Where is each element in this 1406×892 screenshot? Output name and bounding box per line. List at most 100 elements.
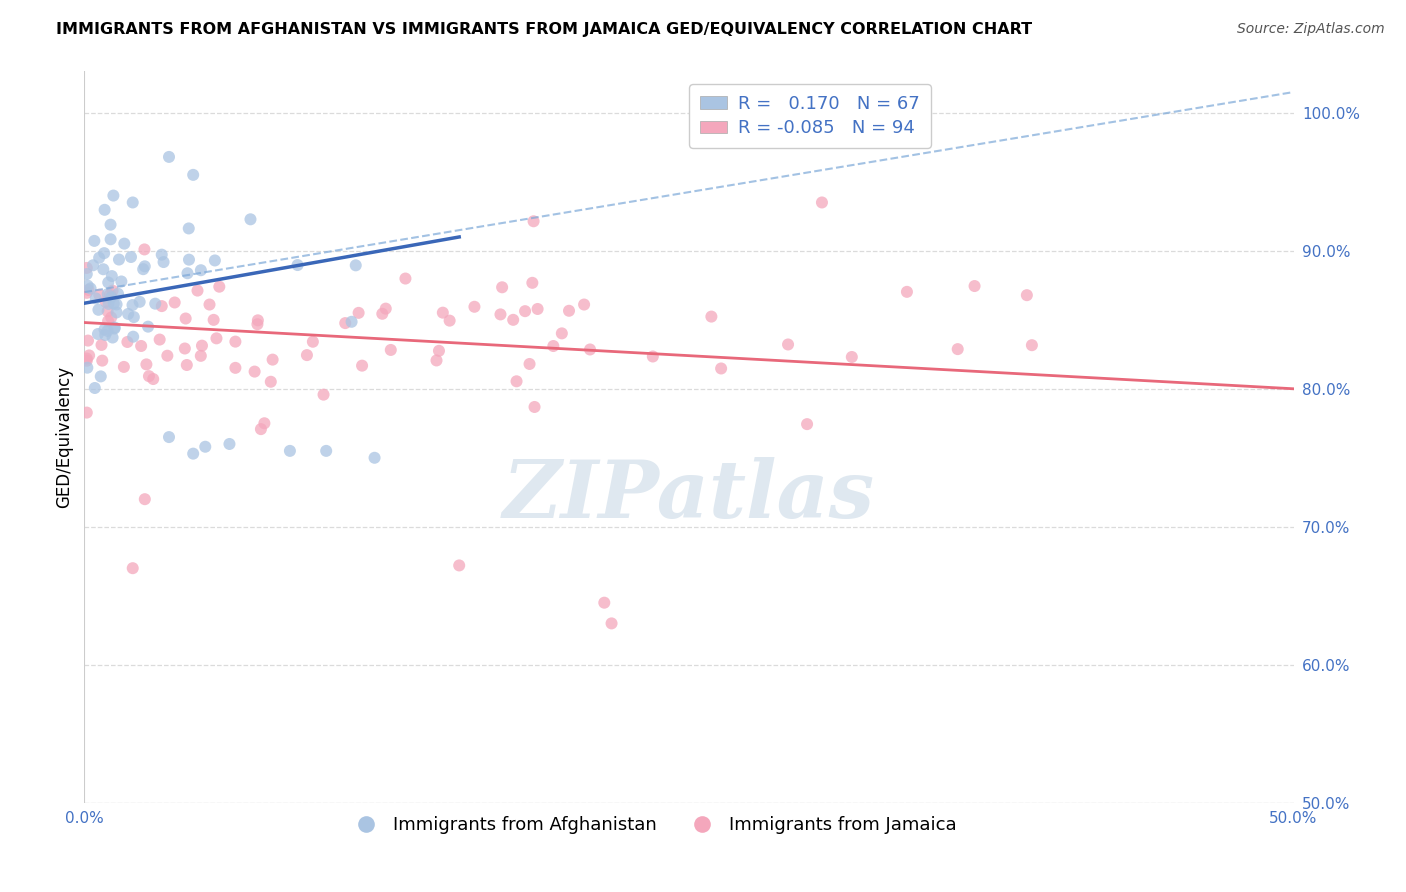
Point	[253, 417, 276, 431]
Point	[352, 359, 374, 373]
Point	[246, 313, 269, 327]
Point	[152, 255, 174, 269]
Point	[186, 284, 208, 298]
Text: IMMIGRANTS FROM AFGHANISTAN VS IMMIGRANTS FROM JAMAICA GED/EQUIVALENCY CORRELATI: IMMIGRANTS FROM AFGHANISTAN VS IMMIGRANT…	[56, 22, 1032, 37]
Point	[97, 304, 120, 318]
Point	[776, 337, 799, 351]
Point	[134, 260, 156, 274]
Point	[121, 561, 143, 575]
Point	[963, 279, 986, 293]
Point	[181, 447, 204, 461]
Point	[76, 260, 98, 275]
Point	[710, 361, 733, 376]
Point	[122, 329, 145, 343]
Point	[190, 349, 212, 363]
Point	[335, 316, 357, 330]
Point	[83, 381, 105, 395]
Point	[394, 271, 416, 285]
Point	[77, 334, 100, 348]
Point	[97, 276, 120, 290]
Point	[90, 369, 112, 384]
Point	[579, 343, 602, 357]
Point	[103, 321, 125, 335]
Point	[523, 214, 546, 228]
Point	[122, 310, 145, 324]
Point	[371, 307, 394, 321]
Point	[93, 202, 115, 217]
Point	[543, 339, 565, 353]
Point	[108, 252, 131, 267]
Point	[522, 276, 544, 290]
Point	[101, 284, 124, 298]
Point	[363, 450, 385, 465]
Point	[100, 232, 122, 246]
Point	[117, 307, 139, 321]
Point	[112, 236, 135, 251]
Point	[796, 417, 818, 431]
Point	[136, 319, 159, 334]
Point	[157, 430, 180, 444]
Point	[98, 287, 121, 301]
Point	[811, 195, 834, 210]
Point	[77, 348, 100, 362]
Point	[425, 353, 447, 368]
Point	[513, 304, 536, 318]
Point	[641, 350, 664, 364]
Point	[96, 324, 118, 338]
Point	[176, 358, 198, 372]
Point	[250, 422, 273, 436]
Point	[135, 358, 157, 372]
Point	[117, 334, 139, 349]
Point	[173, 342, 195, 356]
Point	[177, 221, 200, 235]
Point	[505, 374, 527, 388]
Point	[105, 305, 128, 319]
Point	[1015, 288, 1038, 302]
Legend: Immigrants from Afghanistan, Immigrants from Jamaica: Immigrants from Afghanistan, Immigrants …	[342, 809, 965, 841]
Point	[194, 440, 217, 454]
Point	[150, 299, 173, 313]
Point	[143, 296, 166, 310]
Point	[218, 437, 240, 451]
Point	[128, 294, 150, 309]
Point	[523, 400, 546, 414]
Point	[100, 218, 122, 232]
Point	[841, 350, 863, 364]
Point	[91, 262, 114, 277]
Point	[76, 267, 98, 281]
Point	[97, 297, 120, 311]
Point	[138, 369, 160, 384]
Point	[97, 287, 120, 301]
Text: Source: ZipAtlas.com: Source: ZipAtlas.com	[1237, 22, 1385, 37]
Point	[295, 348, 318, 362]
Point	[344, 258, 367, 272]
Point	[132, 262, 155, 277]
Point	[489, 307, 512, 321]
Point	[224, 334, 246, 349]
Point	[91, 353, 114, 368]
Point	[163, 295, 186, 310]
Point	[76, 278, 98, 293]
Point	[112, 359, 135, 374]
Y-axis label: GED/Equivalency: GED/Equivalency	[55, 366, 73, 508]
Point	[243, 365, 266, 379]
Point	[177, 252, 200, 267]
Point	[142, 372, 165, 386]
Point	[315, 443, 337, 458]
Point	[89, 287, 111, 301]
Point	[449, 558, 471, 573]
Point	[100, 290, 122, 304]
Point	[94, 294, 117, 309]
Point	[156, 349, 179, 363]
Point	[76, 351, 98, 366]
Point	[432, 306, 454, 320]
Point	[246, 317, 269, 331]
Point	[198, 297, 221, 311]
Point	[100, 310, 122, 325]
Point	[101, 330, 124, 344]
Point	[76, 285, 98, 300]
Point	[224, 360, 246, 375]
Point	[76, 360, 98, 375]
Point	[551, 326, 574, 341]
Point	[84, 292, 107, 306]
